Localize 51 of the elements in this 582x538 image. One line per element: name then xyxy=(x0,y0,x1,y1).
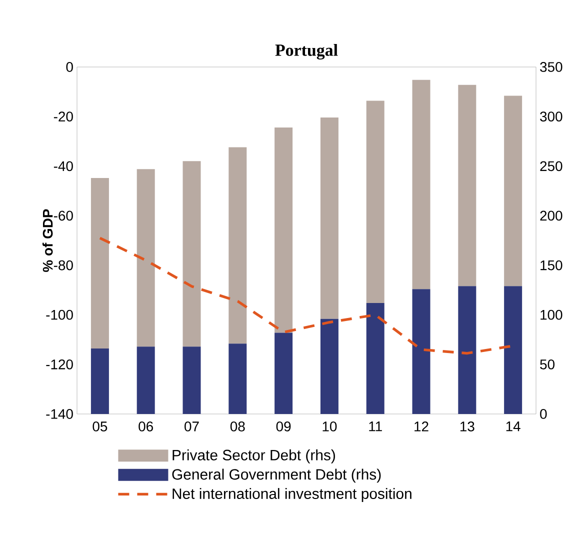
bar xyxy=(90,348,109,414)
y-tick-label: 0 xyxy=(66,62,73,72)
bar xyxy=(504,96,522,286)
y2-tick-label: 250 xyxy=(540,161,562,172)
bar xyxy=(412,289,430,414)
y-tick-label: -140 xyxy=(46,409,73,419)
x-tick-label: 08 xyxy=(230,422,245,432)
bar xyxy=(366,302,384,414)
x-tick-label: 09 xyxy=(276,422,291,432)
bar xyxy=(136,346,155,414)
chart-title: Portugal xyxy=(275,44,338,60)
y-axis-title: % of GDP xyxy=(42,209,53,272)
x-tick-label: 11 xyxy=(369,422,382,432)
x-tick-label: 06 xyxy=(138,422,153,432)
bar xyxy=(504,286,522,414)
y-tick-label: -120 xyxy=(46,359,73,370)
y2-tick-label: 300 xyxy=(540,112,562,122)
y-tick-label: -80 xyxy=(54,260,73,270)
x-tick-label: 07 xyxy=(184,422,199,432)
bar xyxy=(320,318,338,414)
y-tick-label: -60 xyxy=(54,210,73,221)
legend-label: Net international investment position xyxy=(172,488,412,502)
legend-label: Private Sector Debt (rhs) xyxy=(172,449,335,464)
x-tick-label: 05 xyxy=(92,422,108,432)
x-tick-label: 13 xyxy=(460,422,474,432)
bar xyxy=(228,147,247,344)
y2-tick-label: 100 xyxy=(540,310,562,320)
bar xyxy=(274,127,293,333)
x-tick-label: 10 xyxy=(322,422,337,432)
y2-tick-label: 150 xyxy=(540,260,562,270)
bar xyxy=(228,344,247,414)
bar xyxy=(366,100,384,303)
bar xyxy=(274,332,293,414)
y-tick-label: -20 xyxy=(54,112,73,122)
bar xyxy=(412,80,430,290)
bar xyxy=(182,161,201,347)
legend-label: General Government Debt (rhs) xyxy=(172,468,381,483)
x-tick-label: 14 xyxy=(506,422,520,432)
y2-tick-label: 350 xyxy=(540,62,562,72)
y2-tick-label: 200 xyxy=(540,210,562,221)
bar xyxy=(320,118,338,319)
bar xyxy=(458,84,476,286)
bar xyxy=(182,346,201,414)
y-tick-label: -40 xyxy=(54,161,73,172)
bar xyxy=(136,169,155,347)
y2-tick-label: 0 xyxy=(540,409,547,419)
bar xyxy=(458,286,476,414)
bar xyxy=(90,178,109,349)
y-tick-label: -100 xyxy=(46,310,73,320)
y2-tick-label: 50 xyxy=(540,359,555,370)
x-tick-label: 12 xyxy=(414,422,428,432)
